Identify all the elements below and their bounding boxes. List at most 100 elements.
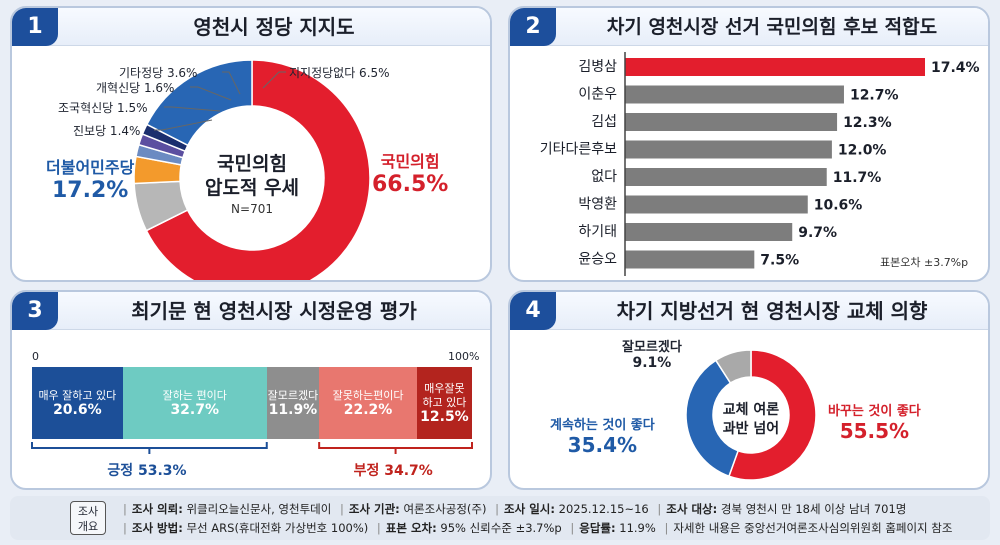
candidate-bar (625, 195, 808, 214)
label-dpk-value: 17.2% (52, 178, 129, 203)
panel-replacement-intent: 4 차기 지방선거 현 영천시장 교체 의향 교체 여론 과반 넘어 바꾸는 것… (508, 290, 990, 490)
overview-value: 2025.12.15~16 (558, 502, 649, 516)
leader-line (262, 71, 286, 89)
label-reform: 개혁신당 1.6% (96, 81, 175, 95)
overview-key: 조사 일시: (504, 502, 555, 516)
label-other-parties: 기타정당 3.6% (119, 66, 198, 80)
candidate-value-label: 12.3% (843, 115, 892, 131)
overview-key: 조사 의뢰: (131, 502, 183, 516)
overview-value: 11.9% (619, 521, 656, 535)
candidate-name-label: 이춘우 (578, 87, 617, 103)
segment-label: 매우잘못 (424, 382, 465, 395)
panel-header: 2 차기 영천시장 선거 국민의힘 후보 적합도 (510, 8, 988, 46)
panel-number: 2 (510, 8, 556, 46)
segment-value: 12.5% (420, 409, 469, 425)
segment-value: 20.6% (53, 402, 102, 418)
panel-title: 차기 지방선거 현 영천시장 교체 의향 (616, 299, 928, 323)
overview-value: 무선 ARS(휴대전화 가상번호 100%) (186, 521, 369, 535)
overview-value: 경북 영천시 만 18세 이상 남녀 701명 (720, 502, 907, 516)
axis-start-label: 0 (32, 350, 39, 363)
replacement-donut-chart: 교체 여론 과반 넘어 (685, 349, 817, 481)
candidate-bar-chart: 김병삼 17.4% 이춘우 12.7% 김섭 12.3% 기타다른후보 12.0% 없다 11.7… (540, 52, 980, 276)
group-brackets (31, 442, 473, 454)
panel-header: 4 차기 지방선거 현 영천시장 교체 의향 (510, 292, 988, 330)
label-ppp-value: 66.5% (372, 172, 449, 197)
panel-header: 1 영천시 정당 지지도 (12, 8, 490, 46)
negative-bracket (318, 442, 473, 454)
label-ppp-name: 국민의힘 (380, 152, 440, 171)
label-continue-name: 계속하는 것이 좋다 (550, 418, 655, 433)
candidate-value-label: 7.5% (760, 253, 799, 269)
evaluation-segment: 매우잘못 하고 있다 12.5% (416, 367, 472, 439)
label-ppp: 국민의힘 66.5% (372, 148, 448, 197)
candidate-name-label: 박영환 (578, 197, 617, 213)
segment-label: 잘하는 편이다 (162, 389, 227, 402)
overview-value: 여론조사공정(주) (403, 502, 487, 516)
negative-total: 부정 34.7% (353, 463, 433, 479)
label-continue-value: 35.4% (567, 433, 638, 457)
leader-line (222, 71, 241, 95)
positive-bracket (31, 442, 268, 454)
overview-value: 자세한 내용은 중앙선거여론조사심의위원회 홈페이지 참조 (673, 521, 953, 535)
overview-value: 위클리오늘신문사, 영천투데이 (186, 502, 332, 516)
candidate-name-label: 하기태 (578, 224, 617, 240)
candidate-bar (625, 250, 755, 269)
overview-key: 표본 오차: (385, 521, 437, 535)
candidate-value-label: 17.4% (931, 60, 980, 76)
party-slice-6 (145, 59, 253, 147)
tag-line1: 조사 (77, 505, 99, 518)
candidate-value-label: 10.6% (814, 198, 863, 214)
axis-end-label: 100% (448, 350, 480, 363)
panel-number: 4 (510, 292, 556, 330)
leader-line (190, 86, 232, 101)
segment-label: 하고 있다 (422, 396, 467, 409)
label-progressive: 진보당 1.4% (73, 124, 141, 138)
party-donut-chart: 국민의힘 압도적 우세 N=701 (133, 59, 371, 280)
label-replace-name: 바꾸는 것이 좋다 (828, 404, 921, 419)
overview-row-1: | 조사 의뢰: 위클리오늘신문사, 영천투데이 | 조사 기관: 여론조사공정(주… (123, 502, 907, 516)
evaluation-segment: 잘모르겠다 11.9% (266, 367, 320, 439)
overview-key: 조사 기관: (348, 502, 400, 516)
candidate-value-label: 12.0% (838, 143, 887, 159)
panel-number: 3 (12, 292, 58, 330)
donut-center-line1: 교체 여론 (723, 401, 780, 418)
segment-value: 11.9% (268, 402, 318, 418)
label-replace: 바꾸는 것이 좋다 55.5% (828, 400, 921, 443)
segment-label: 매우 잘하고 있다 (38, 389, 117, 402)
overview-row-2: | 조사 방법: 무선 ARS(휴대전화 가상번호 100%) | 표본 오차: 9… (123, 521, 953, 535)
segment-label: 잘모르겠다 (267, 389, 319, 402)
party-slice-0 (145, 59, 371, 280)
donut-center-line1: 국민의힘 (217, 153, 287, 175)
candidate-name-label: 없다 (591, 169, 617, 185)
overview-key: 응답률: (579, 521, 616, 535)
panel-title: 차기 영천시장 선거 국민의힘 후보 적합도 (606, 16, 938, 38)
candidate-value-label: 12.7% (850, 88, 899, 104)
margin-of-error-note: 표본오차 ±3.7%p (880, 256, 969, 269)
candidate-name-label: 김병삼 (578, 59, 617, 75)
candidate-name-label: 윤승오 (578, 252, 617, 268)
stacked-evaluation-bar: 매우 잘하고 있다 20.6% 잘하는 편이다 32.7% 잘모르겠다 11.9% 잘못하는… (32, 367, 472, 439)
panel-title: 최기문 현 영천시장 시정운영 평가 (131, 299, 417, 323)
label-continue: 계속하는 것이 좋다 35.4% (550, 414, 655, 457)
segment-value: 32.7% (170, 402, 220, 418)
label-replace-value: 55.5% (839, 419, 910, 443)
label-dpk-name: 더불어민주당 (46, 158, 135, 177)
panel-party-support: 1 영천시 정당 지지도 국민의힘 압도적 우세 N=701 국민의힘 66.5… (10, 6, 492, 282)
replacement-slice-0 (728, 349, 817, 481)
label-rebuilding-korea: 조국혁신당 1.5% (58, 101, 148, 115)
survey-overview-tag: 조사 개요 (70, 501, 106, 535)
panel-number: 1 (12, 8, 58, 46)
evaluation-segment: 잘못하는편이다 22.2% (319, 367, 417, 439)
evaluation-segment: 매우 잘하고 있다 20.6% (32, 367, 123, 439)
replacement-slice-1 (685, 359, 740, 478)
candidate-bar (625, 85, 844, 104)
panel-mayor-evaluation: 3 최기문 현 영천시장 시정운영 평가 0 100% 매우 잘하고 있다 20.… (10, 290, 492, 490)
panel-header: 3 최기문 현 영천시장 시정운영 평가 (12, 292, 490, 330)
segment-value: 22.2% (343, 402, 393, 418)
panel-title: 영천시 정당 지지도 (193, 15, 355, 39)
positive-total: 긍정 53.3% (107, 463, 187, 479)
label-no-party: 지지정당없다 6.5% (289, 66, 390, 80)
candidate-value-label: 9.7% (798, 225, 837, 241)
candidate-bar (625, 113, 838, 131)
segment-label: 잘못하는편이다 (332, 389, 404, 402)
